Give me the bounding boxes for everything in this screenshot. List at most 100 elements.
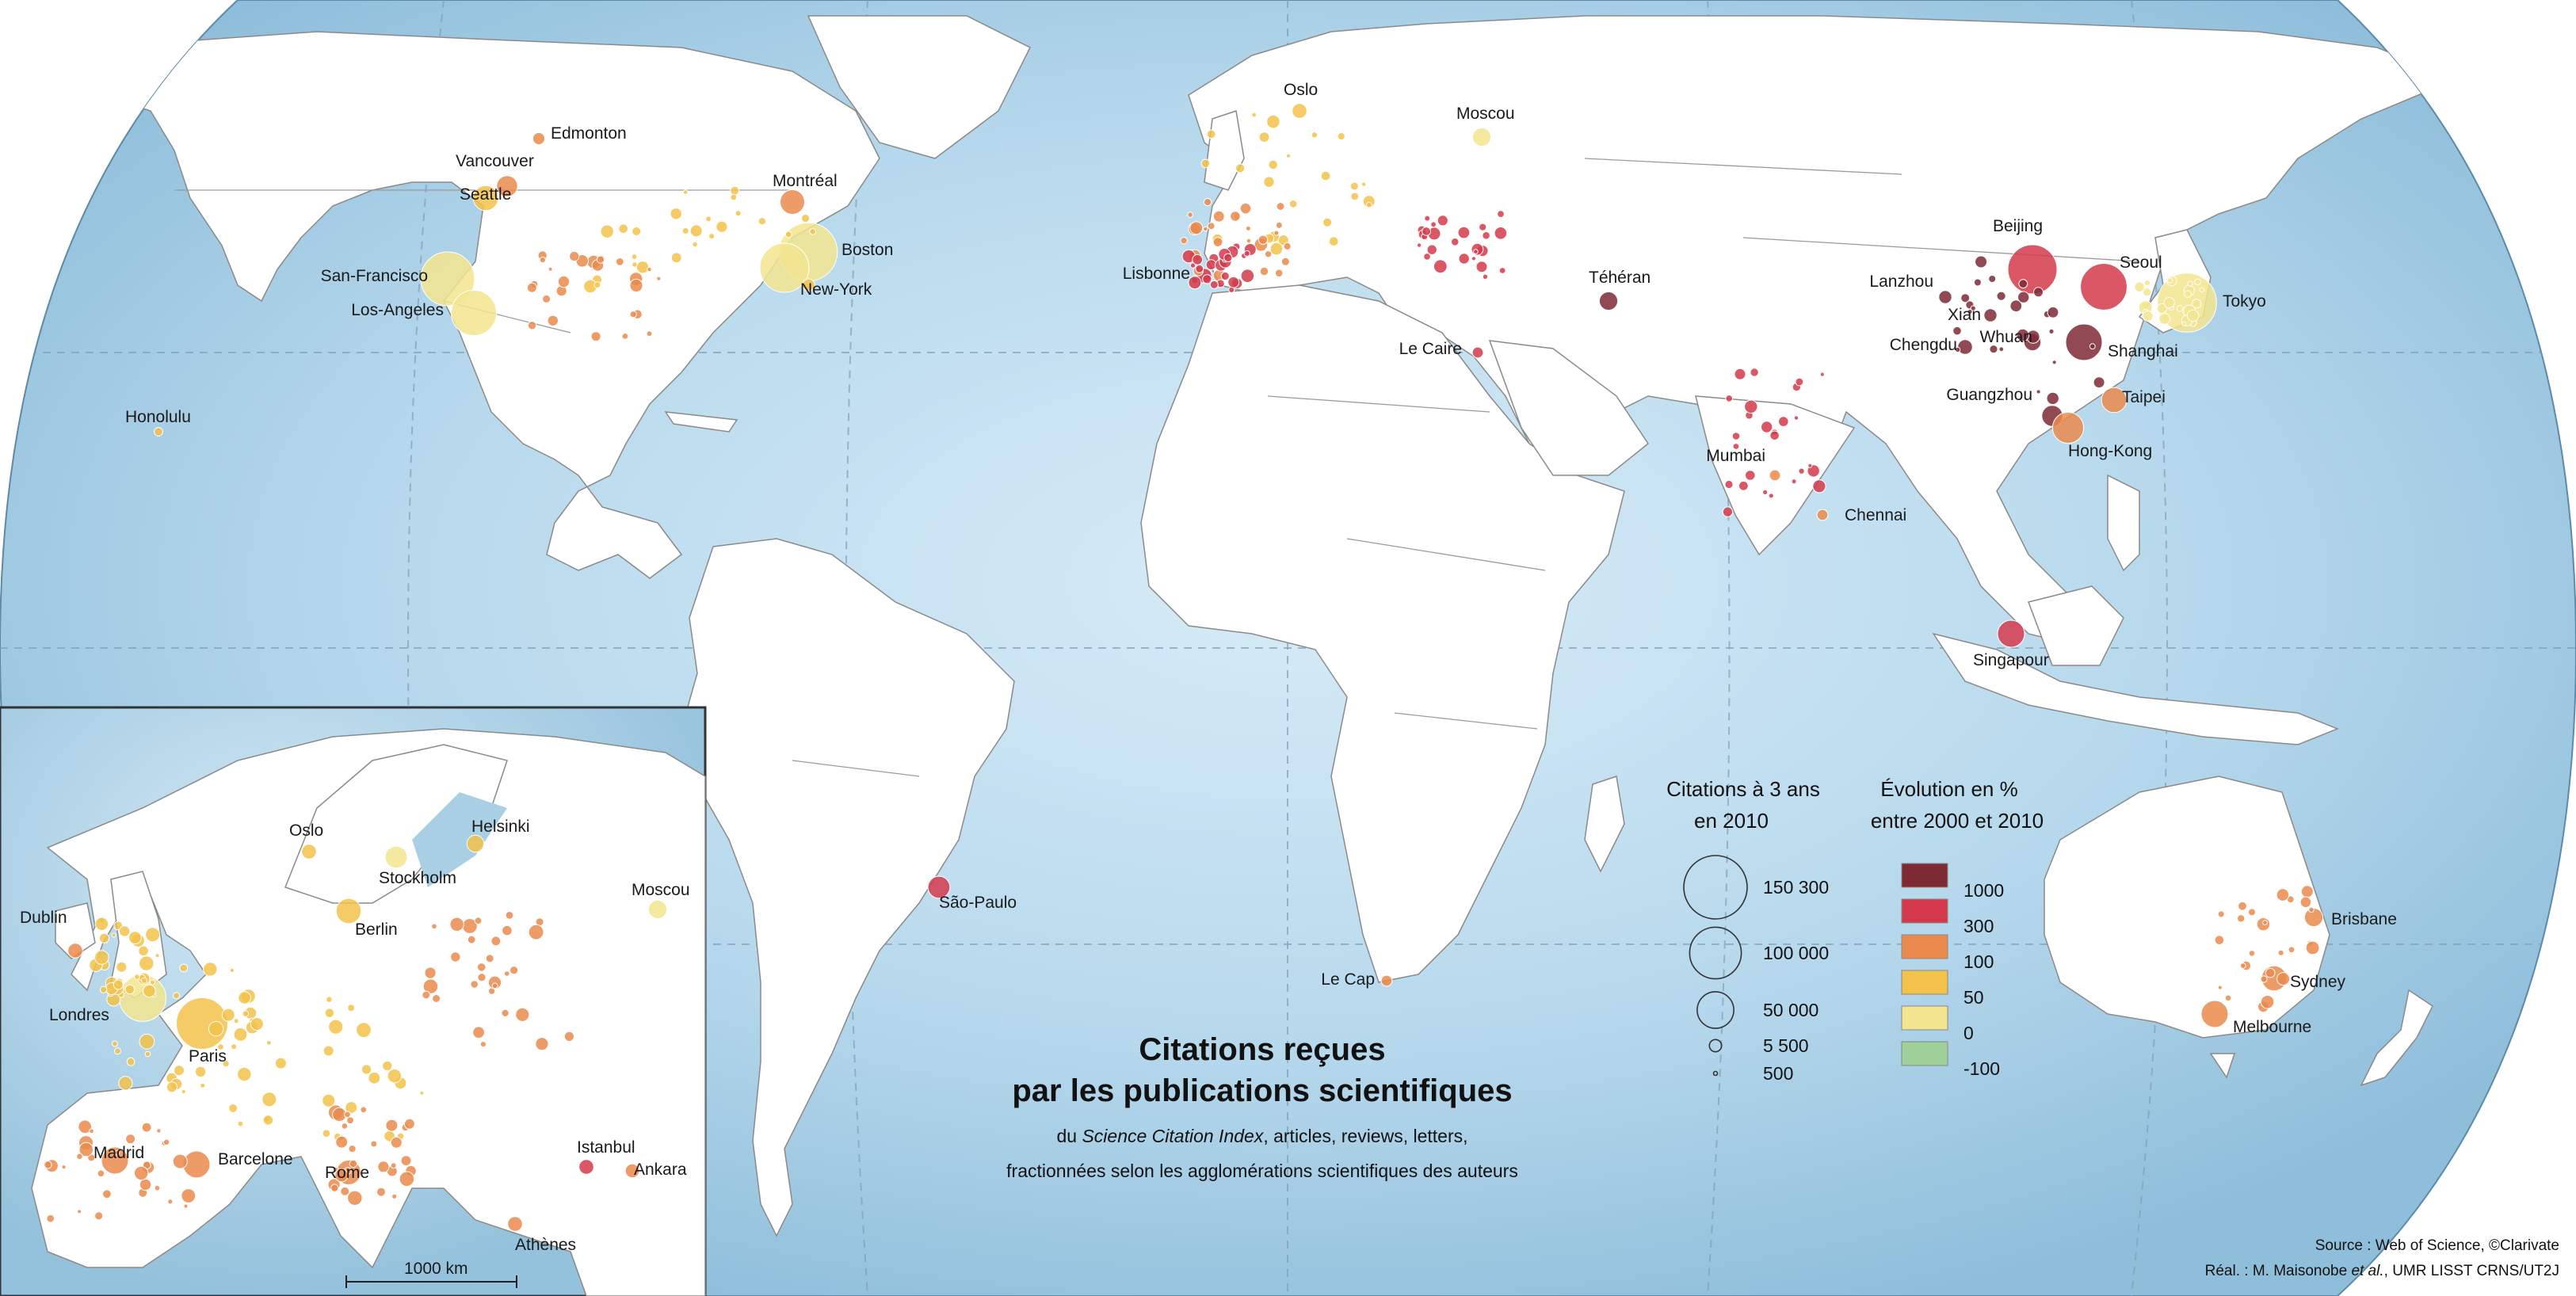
inset-city-symbols xyxy=(44,834,668,1232)
minor-inset-symbol xyxy=(347,1190,363,1206)
minor-inset-symbol xyxy=(385,1119,399,1132)
inset-city-labels: Oslo Helsinki Stockholm Dublin Berlin Moscou L… xyxy=(20,818,690,1254)
minor-inset-symbol xyxy=(203,962,218,977)
legend-size-circle xyxy=(1708,1039,1723,1053)
minor-city-symbol xyxy=(1433,259,1448,274)
minor-inset-symbol xyxy=(377,1161,390,1173)
minor-inset-symbol xyxy=(370,1140,378,1148)
minor-inset-symbol xyxy=(424,966,437,979)
minor-inset-symbol xyxy=(242,1010,250,1017)
minor-city-symbol xyxy=(1430,221,1437,228)
scale-bar-label: 1000 km xyxy=(404,1260,468,1278)
city-label-tokyo: Tokyo xyxy=(2223,292,2266,311)
minor-city-symbol xyxy=(1230,211,1241,222)
minor-city-symbol xyxy=(1988,275,1997,283)
legend-color-label: 300 xyxy=(1963,916,1994,936)
minor-inset-symbol xyxy=(78,1119,92,1134)
minor-city-symbol xyxy=(1812,479,1826,494)
minor-city-symbol xyxy=(2237,914,2246,923)
minor-inset-symbol xyxy=(266,1040,272,1046)
legend-color-label: 100 xyxy=(1963,951,1994,972)
minor-city-symbol xyxy=(1204,198,1212,207)
minor-city-symbol xyxy=(2308,906,2315,913)
legend-color-classes: 1000 300 100 50 0 -100 xyxy=(1901,863,2004,1079)
minor-inset-symbol xyxy=(112,1040,118,1047)
minor-city-symbol xyxy=(1725,395,1733,402)
minor-city-symbol xyxy=(2299,896,2312,909)
minor-city-symbol xyxy=(2048,328,2055,334)
minor-inset-symbol xyxy=(403,1118,415,1130)
minor-inset-symbol xyxy=(431,923,437,930)
city-label-melbourne: Melbourne xyxy=(2233,1018,2311,1036)
minor-city-symbol xyxy=(670,252,682,264)
minor-inset-symbol xyxy=(432,994,441,1003)
minor-inset-symbol xyxy=(194,1065,207,1078)
europe-inset: 1000 km Oslo Helsinki Stockholm Dublin Berli… xyxy=(0,706,707,1296)
minor-city-symbol xyxy=(1750,368,1759,377)
minor-inset-symbol xyxy=(116,961,128,973)
minor-city-symbol xyxy=(1212,237,1223,248)
minor-city-symbol xyxy=(600,224,614,238)
minor-city-symbol xyxy=(1189,262,1196,269)
title-line-1: Citations reçues xyxy=(1139,1032,1385,1067)
city-symbol-moscou xyxy=(1471,127,1492,147)
philippines xyxy=(2107,474,2140,572)
minor-city-symbol xyxy=(1269,242,1284,256)
minor-city-symbol xyxy=(1246,238,1252,244)
minor-city-symbol xyxy=(1722,506,1734,517)
minor-city-symbol xyxy=(1973,278,1982,287)
legend-color-title-2: entre 2000 et 2010 xyxy=(1871,809,2044,833)
city-symbol-taipei xyxy=(2101,387,2128,414)
minor-city-symbol xyxy=(1437,215,1448,227)
minor-inset-symbol xyxy=(44,1161,52,1169)
minor-inset-symbol xyxy=(94,1211,104,1221)
minor-city-symbol xyxy=(2142,311,2154,322)
legend-size-circle xyxy=(1689,926,1742,980)
minor-city-symbol xyxy=(1276,202,1285,211)
minor-city-symbol xyxy=(1286,153,1292,158)
city-symbol-oslo xyxy=(1292,103,1307,119)
minor-city-symbol xyxy=(618,223,629,234)
minor-city-symbol xyxy=(1458,253,1470,265)
city-label-lanzhou: Lanzhou xyxy=(1869,273,1933,291)
minor-city-symbol xyxy=(1268,159,1278,170)
minor-city-symbol xyxy=(1482,231,1490,240)
minor-inset-symbol xyxy=(94,950,109,965)
minor-inset-symbol xyxy=(476,962,487,972)
minor-inset-symbol xyxy=(347,1004,356,1012)
city-symbol-teheran xyxy=(1598,291,1619,311)
minor-inset-symbol xyxy=(166,1081,177,1093)
minor-city-symbol xyxy=(1451,238,1460,246)
minor-inset-symbol xyxy=(250,1017,264,1031)
minor-city-symbol xyxy=(1793,415,1799,421)
city-label-seattle: Seattle xyxy=(460,185,511,204)
legend-color-swatch xyxy=(1901,898,1948,924)
minor-inset-symbol xyxy=(150,979,155,985)
minor-city-symbol xyxy=(1322,217,1333,227)
minor-inset-symbol xyxy=(111,932,116,938)
minor-inset-symbol xyxy=(346,1116,354,1125)
legend: Citations à 3 ans en 2010 Évolution en %… xyxy=(1666,777,2044,1084)
minor-city-symbol xyxy=(1259,266,1269,276)
minor-city-symbol xyxy=(1960,293,1971,303)
city-label-new-york: New-York xyxy=(800,280,872,299)
minor-city-symbol xyxy=(809,228,817,235)
minor-city-symbol xyxy=(1209,280,1219,289)
minor-city-symbol xyxy=(730,193,738,201)
minor-inset-symbol xyxy=(356,1022,372,1039)
legend-color-label: -100 xyxy=(1963,1058,2000,1079)
city-symbol-new-york xyxy=(759,242,810,293)
minor-city-symbol xyxy=(593,281,601,289)
minor-city-symbol xyxy=(1200,158,1211,169)
city-label-chennai: Chennai xyxy=(1845,506,1906,524)
minor-inset-symbol xyxy=(344,1111,351,1119)
minor-city-symbol xyxy=(758,217,767,226)
minor-city-symbol xyxy=(2186,309,2200,322)
minor-inset-symbol xyxy=(341,1123,349,1130)
minor-city-symbol xyxy=(1996,291,2006,301)
city-symbol-melbourne xyxy=(2200,1000,2229,1028)
minor-inset-symbol xyxy=(113,979,124,990)
minor-inset-symbol xyxy=(134,974,140,980)
minor-city-symbol xyxy=(1768,493,1774,499)
city-label-sydney: Sydney xyxy=(2290,973,2346,991)
